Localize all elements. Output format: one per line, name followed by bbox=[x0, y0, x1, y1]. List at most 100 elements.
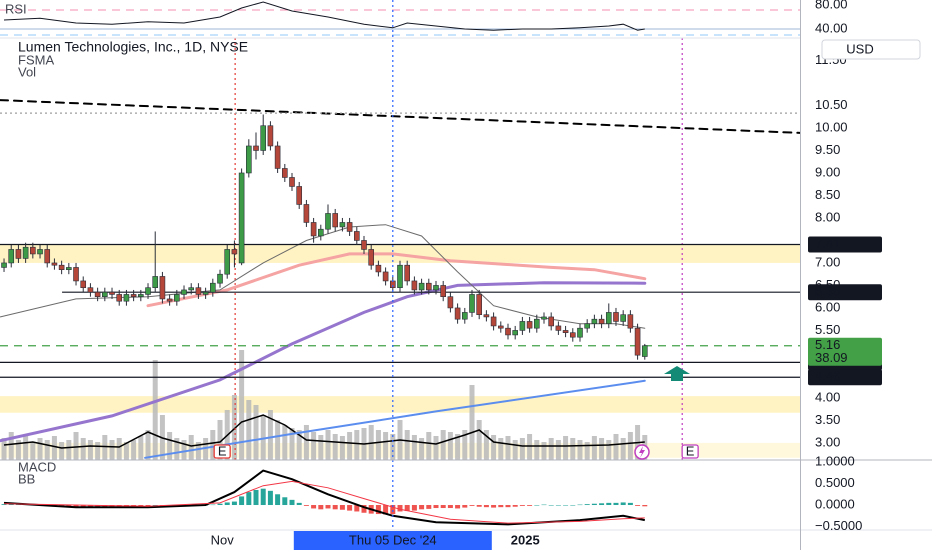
macd-bar bbox=[347, 505, 353, 511]
volume-bar bbox=[411, 435, 417, 460]
candle-body bbox=[73, 267, 79, 282]
candle-body bbox=[22, 246, 29, 259]
volume-bar bbox=[555, 440, 561, 460]
candle-body bbox=[375, 264, 382, 273]
volume-bar bbox=[95, 442, 101, 460]
macd-bar bbox=[548, 505, 554, 506]
y-tick-label: 6.00 bbox=[815, 299, 840, 314]
volume-bar bbox=[563, 436, 569, 460]
volume-bar bbox=[476, 420, 482, 460]
y-tick-label: 5.50 bbox=[815, 322, 840, 337]
candle-body bbox=[51, 262, 58, 266]
candle-body bbox=[519, 321, 526, 331]
candle-body bbox=[425, 282, 432, 291]
volume-bar bbox=[66, 440, 72, 460]
macd-bar bbox=[541, 504, 547, 506]
macd-bar bbox=[390, 505, 396, 515]
candle-body bbox=[188, 287, 195, 291]
volume-bar bbox=[87, 440, 93, 460]
macd-bar bbox=[455, 505, 461, 509]
y-tick-label: 40.00 bbox=[815, 20, 848, 35]
y-tick-label: 4.00 bbox=[815, 389, 840, 404]
y-tick-label: 3.50 bbox=[815, 412, 840, 427]
candle-body bbox=[354, 231, 360, 241]
macd-bar bbox=[469, 505, 475, 506]
volume-bar bbox=[80, 438, 86, 460]
candle-body bbox=[497, 325, 504, 329]
volume-bar bbox=[584, 442, 590, 460]
macd-bar bbox=[527, 505, 533, 506]
macd-bar bbox=[555, 505, 561, 506]
candle-body bbox=[260, 125, 267, 151]
macd-bar bbox=[231, 501, 237, 506]
volume-bar bbox=[73, 432, 79, 460]
candle-body bbox=[469, 294, 475, 313]
macd-bar bbox=[217, 503, 223, 506]
volume-bar bbox=[282, 425, 288, 460]
y-tick-label: 10.00 bbox=[815, 119, 848, 134]
volume-bar bbox=[289, 428, 295, 460]
moving-average bbox=[0, 281, 647, 443]
volume-bar bbox=[44, 440, 50, 460]
macd-bar bbox=[519, 505, 525, 506]
macd-bar bbox=[267, 490, 273, 506]
macd-bar bbox=[152, 505, 158, 506]
currency-button[interactable] bbox=[821, 39, 921, 60]
volume-bar bbox=[512, 440, 518, 460]
volume-bar bbox=[15, 440, 21, 460]
currency-label: USD bbox=[846, 41, 873, 56]
candle-body bbox=[87, 287, 94, 293]
candle-body bbox=[433, 285, 439, 291]
candle-body bbox=[404, 264, 410, 282]
volume-bar bbox=[37, 438, 43, 460]
candle-body bbox=[267, 125, 274, 147]
volume-bar bbox=[181, 440, 187, 460]
macd-bar bbox=[246, 492, 252, 506]
volume-bar bbox=[570, 438, 576, 460]
volume-bar bbox=[131, 440, 137, 460]
volume-bar bbox=[239, 350, 245, 460]
volume-bar bbox=[527, 434, 533, 460]
rsi-legend: RSI bbox=[5, 1, 27, 16]
macd-bar bbox=[419, 505, 425, 510]
macd-bar bbox=[404, 505, 410, 512]
price-label: 6.35 bbox=[815, 284, 840, 299]
candle-body bbox=[569, 332, 576, 338]
volume-bar bbox=[188, 435, 194, 460]
candle-body bbox=[461, 312, 468, 320]
candle-body bbox=[246, 145, 252, 174]
macd-bar bbox=[66, 505, 72, 507]
candle-body bbox=[224, 249, 231, 275]
macd-bar bbox=[354, 505, 360, 512]
candle-body bbox=[8, 249, 15, 264]
candle-body bbox=[418, 282, 425, 291]
candle-body bbox=[548, 316, 554, 327]
candle-body bbox=[15, 249, 22, 259]
x-tick-label: 2025 bbox=[511, 532, 540, 547]
candle-body bbox=[58, 264, 65, 270]
moving-average bbox=[0, 99, 800, 134]
macd-bar bbox=[289, 499, 295, 506]
moving-average bbox=[146, 252, 647, 308]
candle-body bbox=[289, 177, 295, 187]
candle-body bbox=[102, 291, 108, 297]
volume-bar bbox=[483, 430, 489, 460]
macd-bar bbox=[512, 505, 518, 507]
volume-bar bbox=[541, 442, 547, 460]
candle-body bbox=[627, 314, 634, 329]
candle-body bbox=[66, 267, 72, 270]
volume-bar bbox=[332, 434, 338, 460]
macd-bar bbox=[80, 505, 86, 508]
candle-body bbox=[346, 222, 353, 232]
volume-bar bbox=[303, 425, 309, 460]
candle-body bbox=[490, 316, 497, 327]
volume-bar bbox=[267, 410, 273, 460]
candle-body bbox=[634, 327, 641, 356]
price-label-box bbox=[808, 369, 882, 386]
volume-bar bbox=[167, 432, 173, 460]
volume-bar bbox=[59, 442, 65, 460]
event-label: E bbox=[218, 443, 227, 458]
candle-body bbox=[512, 330, 518, 336]
macd-bar bbox=[253, 489, 259, 506]
